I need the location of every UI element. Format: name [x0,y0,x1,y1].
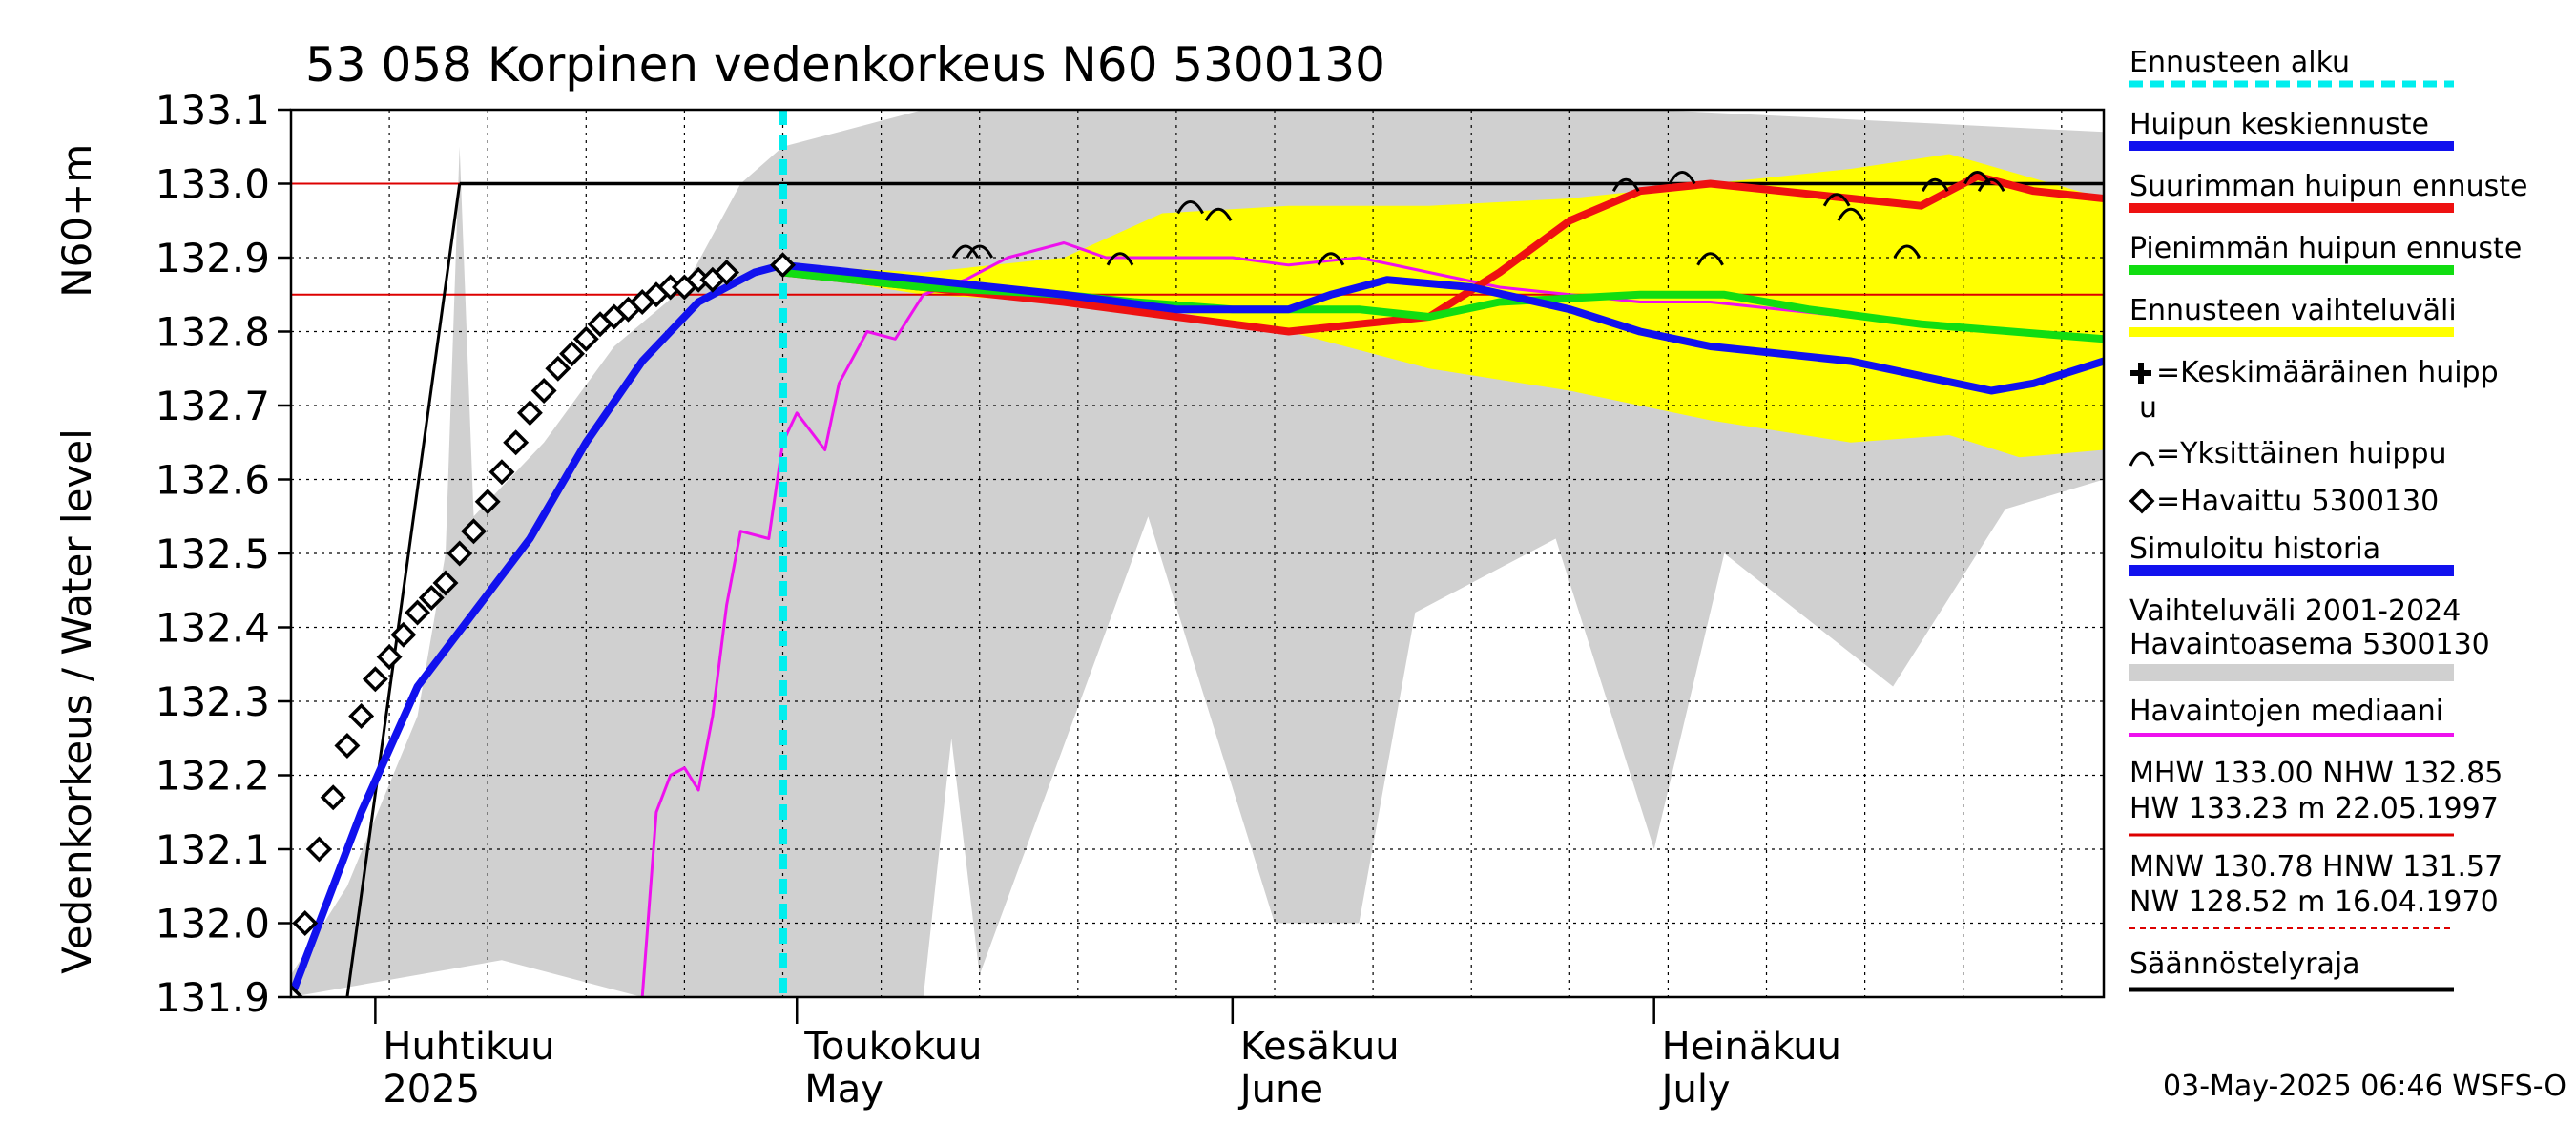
y-tick-label: 132.4 [156,605,270,652]
individual-peak-marker [1696,252,1724,266]
observed-point [530,378,557,404]
regulation-ramp-line [345,183,462,997]
observed-point [418,585,445,611]
individual-peak-marker [1611,177,1640,192]
individual-peak-marker [1176,200,1204,215]
y-tick-label: 132.8 [156,309,270,356]
observed-point [572,325,599,352]
individual-peak-marker [1822,193,1851,207]
legend-observed-label: =Havaittu 5300130 [2156,485,2439,518]
individual-peak-marker [1837,207,1865,221]
y-tick-label: 133.0 [156,161,270,208]
observed-point [474,489,501,515]
observed-point [516,400,543,427]
legend-nw: NW 128.52 m 16.04.1970 [2129,885,2499,919]
footer-timestamp: 03-May-2025 06:46 WSFS-O [2163,1070,2566,1103]
legend-forecast-range-label: Ennusteen vaihteluväli [2129,294,2457,327]
legend-observed-marker [2129,488,2155,514]
observed-point [432,570,459,596]
individual-peak-marker [1317,252,1345,266]
individual-peak-marker [1106,252,1134,266]
individual-peak-marker [951,244,980,259]
legend-min-forecast-label: Pienimmän huipun ennuste [2129,232,2522,265]
observed-point [292,910,319,936]
legend-mean-peak-marker [2130,363,2151,384]
observed-point [770,252,796,279]
observed-point [559,341,586,367]
observed-point [291,984,304,997]
y-tick-label: 131.9 [156,974,270,1021]
observed-point [714,260,740,285]
mean-forecast-line [291,260,2104,997]
legend-mean-peak-label: =Keskimääräinen huipp [2156,356,2499,389]
individual-peak-marker [1977,177,2005,192]
median-line [640,241,2104,997]
legend-mean-forecast-label: Huipun keskiennuste [2129,108,2429,141]
legend-simulated-history-label: Simuloitu historia [2129,532,2380,566]
y-tick-label: 132.0 [156,901,270,947]
max-forecast-line [779,172,2104,336]
y-tick-label: 132.7 [156,383,270,429]
y-axis-label: Vedenkorkeus / Water level [53,428,100,974]
month-label-fi: Toukokuu [803,1025,982,1069]
month-label-en: May [804,1068,883,1112]
individual-peak-marker [1204,207,1233,221]
individual-peak-marker [1668,171,1696,185]
observed-point [545,355,571,382]
legend-individual-peak-marker [2129,451,2155,467]
observed-point [305,836,332,863]
legend-history-range-label: Vaihteluväli 2001-2024 [2129,594,2461,628]
y-tick-label: 132.5 [156,531,270,577]
month-label-fi: Heinäkuu [1662,1025,1841,1069]
legend-median-label: Havaintojen mediaani [2129,695,2443,728]
month-label-en: July [1659,1068,1731,1112]
legend-individual-peak-label: =Yksittäinen huippu [2156,437,2447,470]
observed-point [405,599,431,626]
month-label-fi: Huhtikuu [383,1025,554,1069]
plot-area [291,110,2104,997]
observed-point [334,733,361,759]
y-tick-label: 133.1 [156,87,270,134]
month-label-en: June [1237,1068,1323,1112]
observed-point [362,666,388,693]
legend-hw: HW 133.23 m 22.05.1997 [2129,792,2499,825]
y-tick-label: 132.6 [156,457,270,504]
observed-point [503,429,530,456]
observed-point [488,459,515,486]
y-tick-label: 132.9 [156,235,270,281]
observed-point [460,518,487,545]
observed-point [390,621,417,648]
y-tick-label: 132.1 [156,826,270,873]
legend-mean-peak-label-wrap: u [2139,391,2157,425]
y-axis-label-unit: N60+m [53,144,100,298]
legend-history-station-label: Havaintoasema 5300130 [2129,628,2490,661]
observed-point [348,703,375,729]
y-tick-label: 132.3 [156,678,270,725]
legend-mnw-hnw: MNW 130.78 HNW 131.57 [2129,850,2503,884]
individual-peak-marker [1921,177,1949,192]
legend-regulation-label: Säännöstelyraja [2129,947,2360,981]
observed-point [320,784,346,811]
plot-content [291,110,2104,997]
legend-max-forecast-label: Suurimman huipun ennuste [2129,170,2527,203]
observed-point [376,644,403,670]
individual-peak-marker [1893,244,1922,259]
legend-mhw-nhw: MHW 133.00 NHW 132.85 [2129,757,2503,790]
individual-peak-marker [966,244,994,259]
y-tick-label: 132.2 [156,753,270,800]
chart-title: 53 058 Korpinen vedenkorkeus N60 5300130 [305,37,1385,93]
month-label-en: 2025 [383,1068,480,1112]
legend: Ennusteen alku Huipun keskiennuste Suurimm… [2129,46,2527,992]
legend-forecast-start-label: Ennusteen alku [2129,46,2350,79]
axes: 131.9 132.0 132.1 132.2 132.3 132.4 132.5 132.6… [53,87,2106,1112]
month-label-fi: Kesäkuu [1240,1025,1400,1069]
observed-point [447,540,473,567]
